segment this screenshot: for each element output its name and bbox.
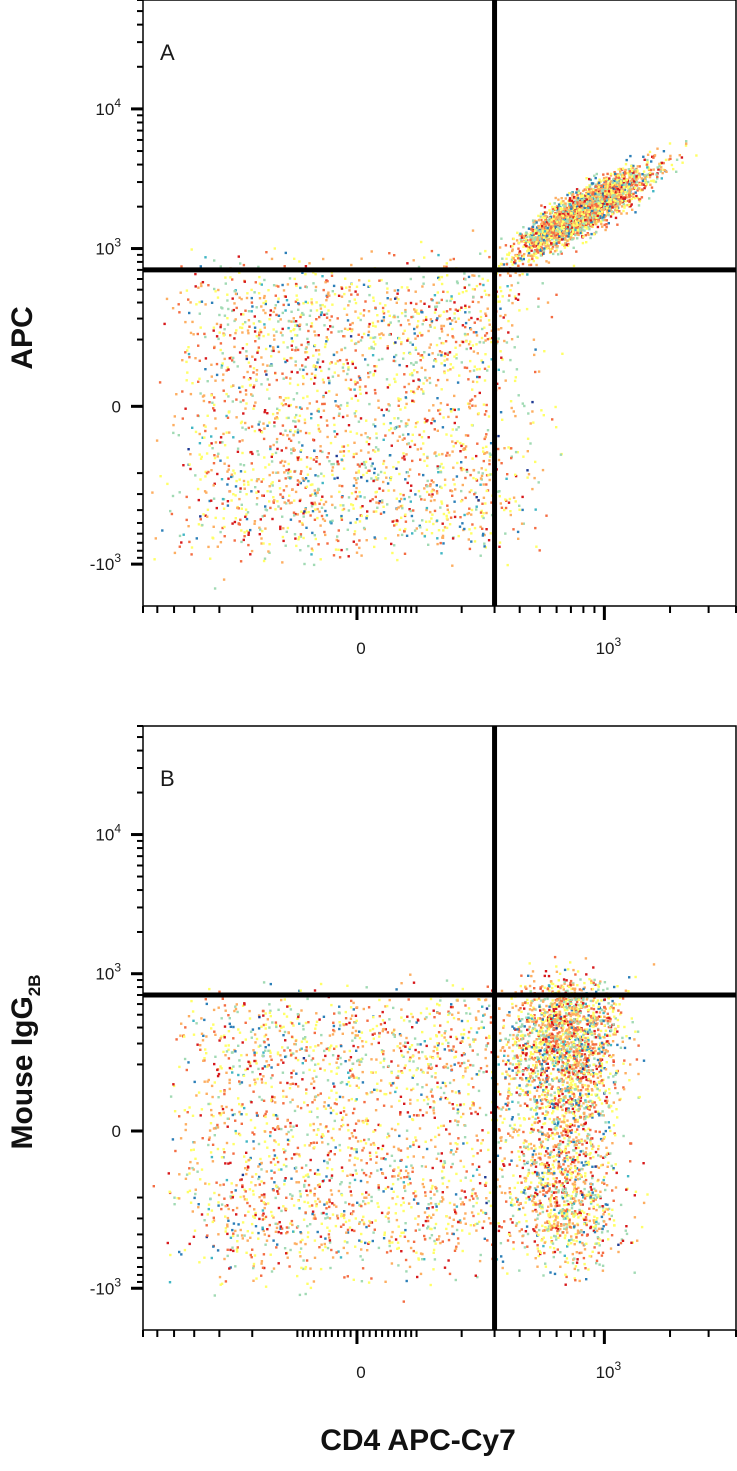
x-tick-label: 103	[596, 1359, 622, 1382]
y-tick-label: 0	[112, 1122, 121, 1141]
panel-label: B	[160, 766, 175, 791]
y-tick-label: 103	[95, 961, 121, 984]
scatter-points	[152, 955, 656, 1303]
y-axis-ticks	[131, 725, 143, 1290]
y-axis-ticks	[131, 0, 143, 566]
y-axis-title-b: Mouse IgG2B	[6, 974, 44, 1149]
x-tick-label: 0	[356, 1363, 365, 1382]
panel-b-plot: B 104 103 0 -103 0 103	[90, 725, 737, 1382]
y-tick-label: 104	[95, 96, 121, 119]
panel-label: A	[160, 40, 175, 65]
y-tick-label: 103	[95, 236, 121, 259]
x-axis-ticks	[142, 1330, 737, 1344]
y-tick-label: -103	[90, 1275, 122, 1298]
panel-a-plot: A 104 103 0 -103 0 103	[90, 0, 737, 658]
y-axis-title-a: APC	[6, 306, 39, 369]
y-tick-label: -103	[90, 551, 122, 574]
x-axis-title: CD4 APC-Cy7	[320, 1424, 516, 1457]
x-tick-label: 103	[596, 635, 622, 658]
y-tick-label: 0	[112, 397, 121, 416]
x-tick-label: 0	[356, 639, 365, 658]
x-axis-ticks	[142, 606, 737, 620]
y-tick-label: 104	[95, 822, 121, 845]
scatter-points	[151, 140, 698, 590]
